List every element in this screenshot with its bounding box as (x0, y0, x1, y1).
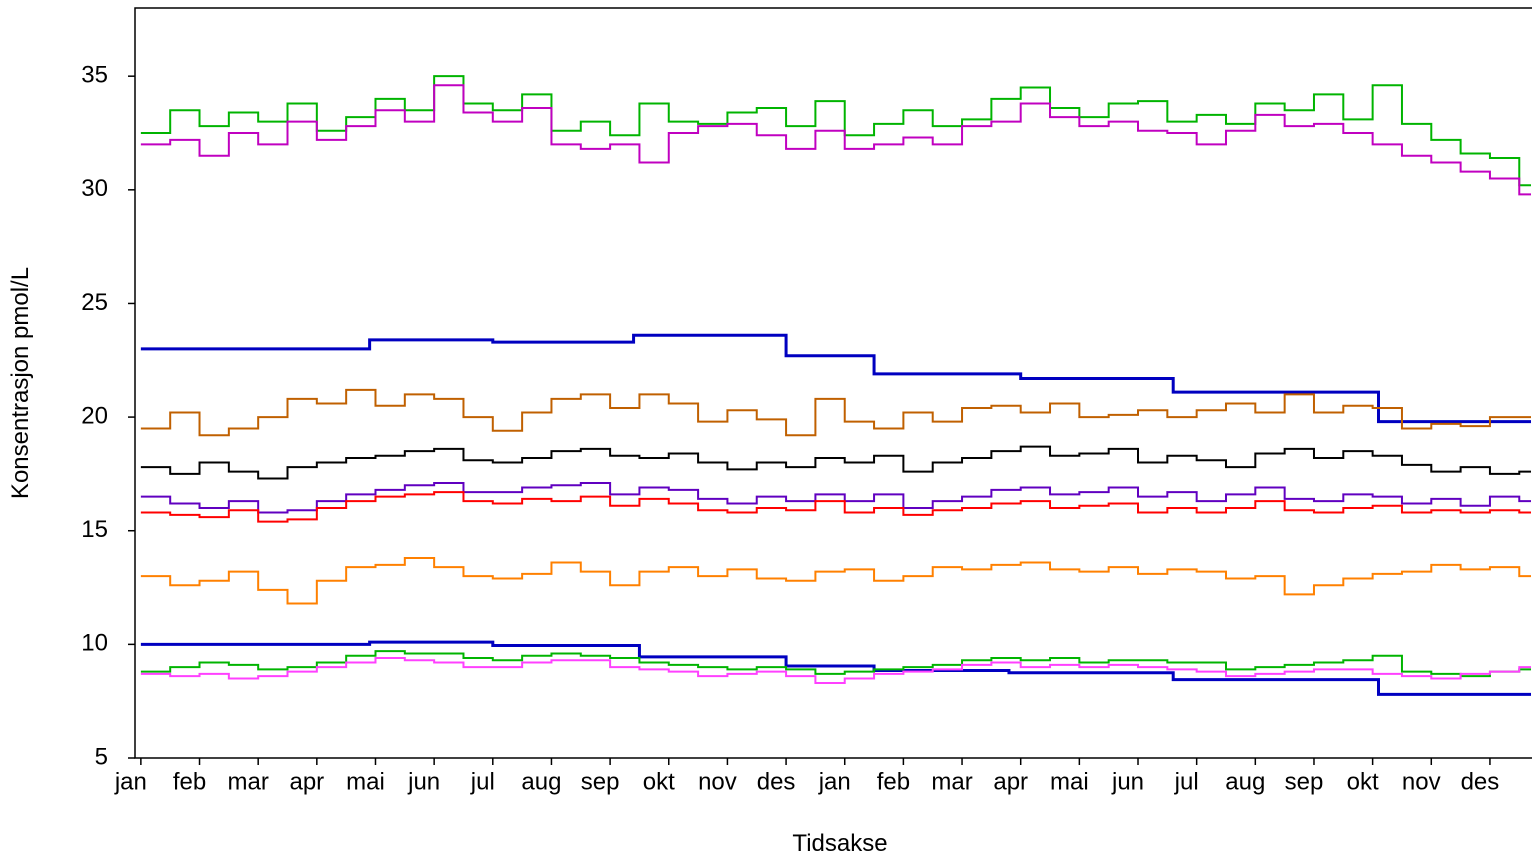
series-line (140, 333, 1531, 424)
x-tick-label: des (1461, 768, 1500, 795)
x-tick-label: aug (1225, 768, 1265, 795)
x-tick-label: mai (346, 768, 385, 795)
x-tick-label: jun (407, 768, 440, 795)
series-line (140, 482, 1531, 514)
series-line (140, 75, 1531, 187)
x-tick-label: apr (993, 768, 1028, 795)
series-line (140, 388, 1531, 437)
y-tick-label: 10 (81, 630, 108, 657)
y-tick-label: 5 (95, 743, 108, 770)
x-tick-label: mar (228, 768, 269, 795)
y-tick-label: 20 (81, 402, 108, 429)
x-tick-label: jan (114, 768, 147, 795)
x-tick-label: nov (698, 768, 737, 795)
series-line (140, 650, 1531, 678)
x-tick-label: jul (470, 768, 495, 795)
y-axis-label: Konsentrasjon pmol/L (7, 267, 34, 499)
x-tick-label: aug (521, 768, 561, 795)
series-line (140, 557, 1531, 605)
x-tick-label: feb (173, 768, 206, 795)
x-tick-label: nov (1402, 768, 1441, 795)
series-line (140, 657, 1531, 684)
x-tick-label: des (757, 768, 796, 795)
y-tick-label: 35 (81, 62, 108, 89)
x-tick-label: sep (581, 768, 620, 795)
x-tick-label: okt (643, 768, 675, 795)
x-tick-label: jun (1111, 768, 1144, 795)
series-line (140, 445, 1531, 480)
series-line (140, 84, 1531, 196)
y-tick-label: 25 (81, 289, 108, 316)
x-tick-label: okt (1347, 768, 1379, 795)
x-tick-label: mar (931, 768, 972, 795)
x-tick-label: jul (1174, 768, 1199, 795)
y-tick-label: 30 (81, 175, 108, 202)
x-tick-label: jan (818, 768, 851, 795)
x-tick-label: mai (1050, 768, 1089, 795)
x-axis-label: Tidsakse (792, 830, 887, 857)
y-tick-label: 15 (81, 516, 108, 543)
x-tick-label: feb (877, 768, 910, 795)
x-tick-label: sep (1285, 768, 1324, 795)
series-line (140, 640, 1531, 696)
plot-frame (134, 7, 1532, 759)
x-tick-label: apr (289, 768, 324, 795)
series-line (140, 491, 1531, 523)
